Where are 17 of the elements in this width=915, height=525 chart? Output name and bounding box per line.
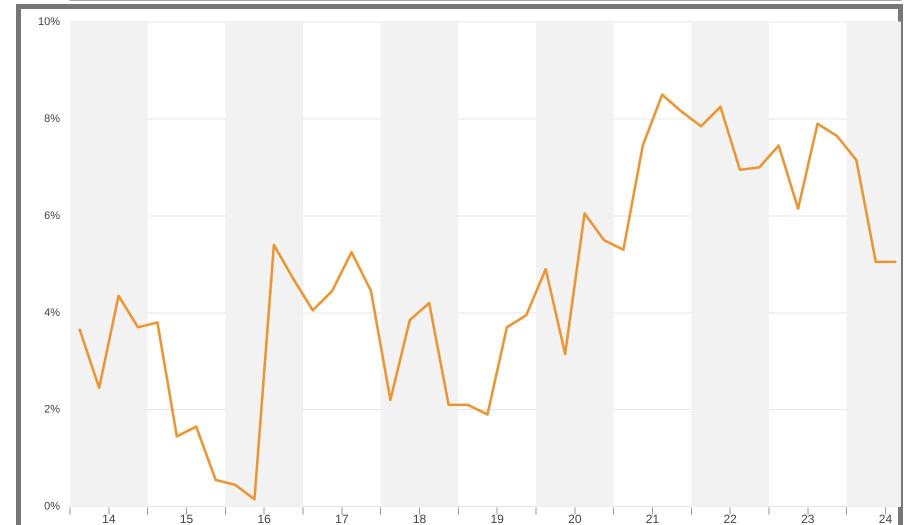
x-tick-label: 23 bbox=[801, 512, 815, 525]
x-tick-label: 15 bbox=[180, 512, 194, 525]
x-tick-label: 20 bbox=[568, 512, 582, 525]
x-tick-label: 16 bbox=[257, 512, 272, 525]
x-tick-label: 14 bbox=[102, 512, 116, 525]
y-tick-label: 4% bbox=[44, 306, 60, 319]
x-tick-label: 17 bbox=[335, 512, 349, 525]
x-tick-label: 21 bbox=[646, 512, 660, 525]
y-tick-label: 8% bbox=[44, 112, 60, 125]
x-tick-label: 22 bbox=[723, 512, 738, 525]
y-tick-label: 10% bbox=[38, 16, 60, 28]
x-tick-label: 19 bbox=[490, 512, 504, 525]
y-tick-label: 6% bbox=[44, 210, 60, 222]
x-tick-label: 18 bbox=[412, 512, 426, 525]
y-tick-label: 2% bbox=[44, 404, 60, 416]
y-tick-label: 0% bbox=[44, 500, 60, 513]
x-tick-label: 24 bbox=[878, 512, 892, 525]
